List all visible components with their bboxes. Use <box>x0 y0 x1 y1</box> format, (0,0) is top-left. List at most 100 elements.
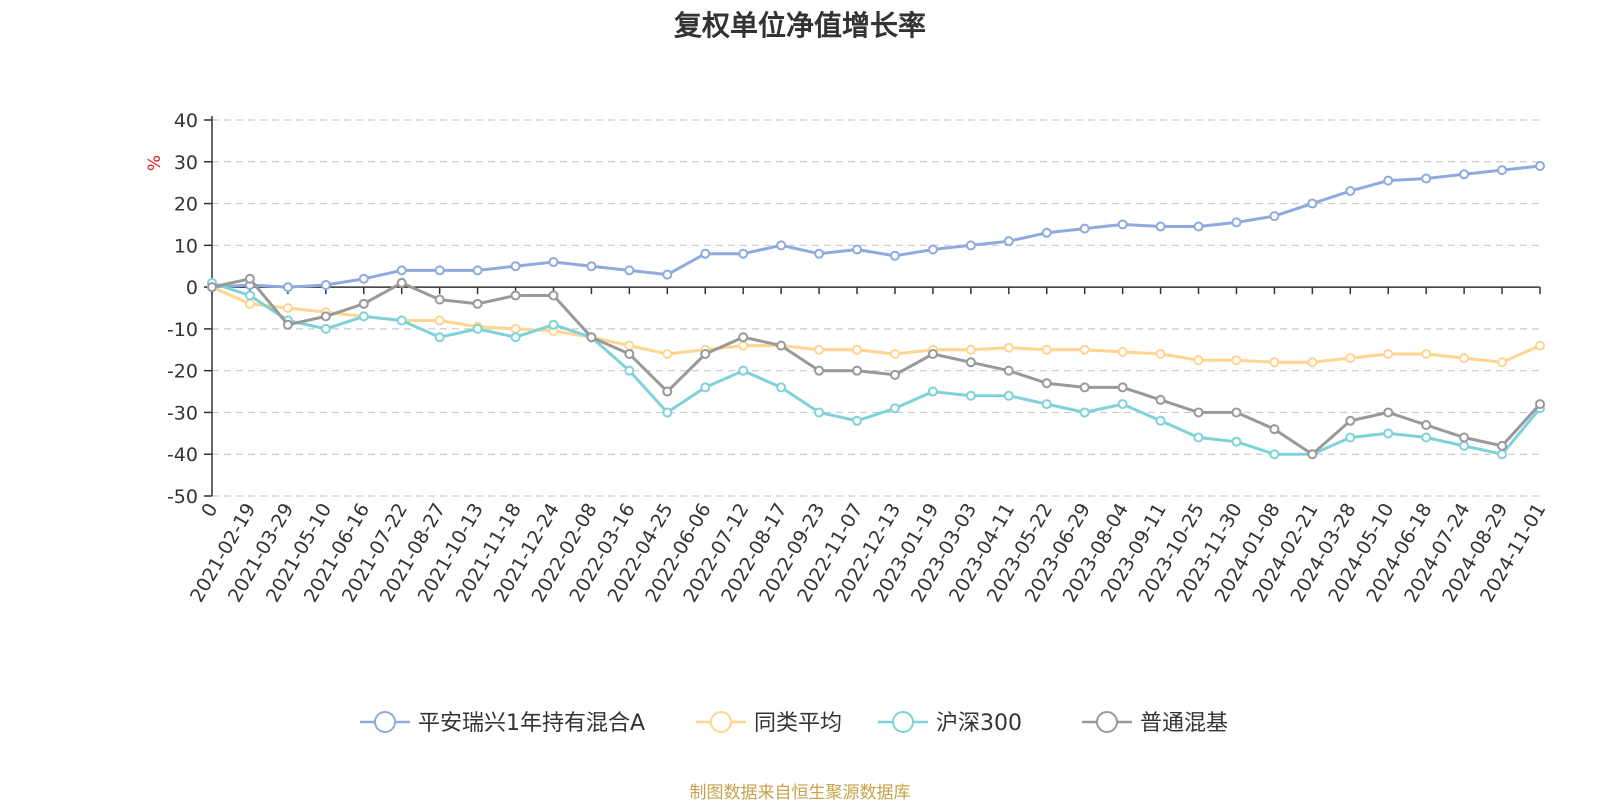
data-point <box>927 386 938 397</box>
legend-label: 沪深300 <box>936 711 1022 736</box>
data-point <box>889 250 900 261</box>
data-point <box>1117 219 1128 230</box>
data-point <box>700 248 711 259</box>
data-point <box>1383 348 1394 359</box>
legend[interactable]: 平安瑞兴1年持有混合A 同类平均 沪深300 普通混基 <box>360 711 1228 736</box>
data-point <box>852 415 863 426</box>
data-point <box>396 315 407 326</box>
data-point <box>434 294 445 305</box>
data-point <box>472 323 483 334</box>
data-point <box>965 240 976 251</box>
data-point <box>548 319 559 330</box>
legend-label: 普通混基 <box>1140 711 1228 736</box>
y-tick-label: -30 <box>167 402 198 424</box>
data-point <box>1345 415 1356 426</box>
y-tick-label: 10 <box>174 235 198 257</box>
data-point <box>1079 223 1090 234</box>
data-point <box>1307 357 1318 368</box>
data-point <box>1155 221 1166 232</box>
data-point <box>548 290 559 301</box>
series-group <box>207 273 1545 460</box>
source-note: 制图数据来自恒生聚源数据库 <box>689 783 911 803</box>
gridlines <box>212 119 1540 497</box>
data-point <box>1231 407 1242 418</box>
data-point <box>320 280 331 291</box>
data-point <box>1003 236 1014 247</box>
data-point <box>586 261 597 272</box>
data-point <box>662 386 673 397</box>
y-tick-label: -40 <box>167 444 198 466</box>
data-point <box>1459 432 1470 443</box>
legend-item[interactable]: 同类平均 <box>696 711 842 736</box>
data-point <box>244 290 255 301</box>
y-axis-ticks: 40 30 20 10 0 -10 -20 -30 -40 -50 <box>167 110 212 508</box>
data-point <box>396 265 407 276</box>
data-point <box>889 348 900 359</box>
data-point <box>624 265 635 276</box>
legend-label: 同类平均 <box>754 711 842 736</box>
data-point <box>1117 382 1128 393</box>
data-point <box>548 257 559 268</box>
data-point <box>434 315 445 326</box>
series-group <box>207 282 1545 368</box>
data-point <box>320 311 331 322</box>
data-point <box>1003 390 1014 401</box>
data-point <box>852 244 863 255</box>
data-point <box>1535 340 1545 351</box>
data-point <box>889 369 900 380</box>
legend-marker <box>710 711 732 733</box>
data-point <box>510 261 521 272</box>
data-point <box>1307 449 1318 460</box>
data-point <box>1079 382 1090 393</box>
data-point <box>396 277 407 288</box>
data-point <box>244 298 255 309</box>
series-line <box>211 285 1541 364</box>
x-tick-label: 0 <box>197 500 222 521</box>
data-point <box>700 382 711 393</box>
data-point <box>510 332 521 343</box>
data-point <box>1269 211 1280 222</box>
legend-label: 平安瑞兴1年持有混合A <box>418 711 645 736</box>
y-tick-label: 30 <box>174 152 198 174</box>
data-point <box>1041 399 1052 410</box>
series-line <box>211 277 1542 456</box>
data-point <box>814 407 825 418</box>
legend-item[interactable]: 平安瑞兴1年持有混合A <box>360 711 645 736</box>
data-point <box>1345 432 1356 443</box>
data-point <box>1269 357 1280 368</box>
data-point <box>1041 378 1052 389</box>
legend-item[interactable]: 普通混基 <box>1082 711 1228 736</box>
data-point <box>1421 432 1432 443</box>
data-point <box>1117 346 1128 357</box>
data-point <box>1193 432 1204 443</box>
y-tick-label: 20 <box>174 194 198 216</box>
data-point <box>776 240 787 251</box>
x-axis-ticks: 02021-02-192021-03-292021-05-102021-06-1… <box>186 287 1550 606</box>
data-point <box>624 365 635 376</box>
data-point <box>1193 221 1204 232</box>
data-point <box>889 403 900 414</box>
data-point <box>1383 407 1394 418</box>
data-point <box>1269 424 1280 435</box>
data-point <box>814 365 825 376</box>
data-point <box>1459 440 1470 451</box>
legend-item[interactable]: 沪深300 <box>878 711 1022 736</box>
data-point <box>965 344 976 355</box>
series-line <box>211 281 1542 456</box>
data-point <box>852 365 863 376</box>
data-point <box>776 340 787 351</box>
data-point <box>320 323 331 334</box>
data-point <box>510 323 521 334</box>
data-point <box>358 311 369 322</box>
data-point <box>1003 365 1014 376</box>
y-tick-label: -10 <box>167 319 198 341</box>
series-group <box>207 277 1545 460</box>
data-point <box>1345 353 1356 364</box>
data-point <box>282 319 293 330</box>
data-point <box>738 332 749 343</box>
data-point <box>662 269 673 280</box>
data-point <box>852 344 863 355</box>
data-point <box>472 265 483 276</box>
data-point <box>1383 428 1394 439</box>
